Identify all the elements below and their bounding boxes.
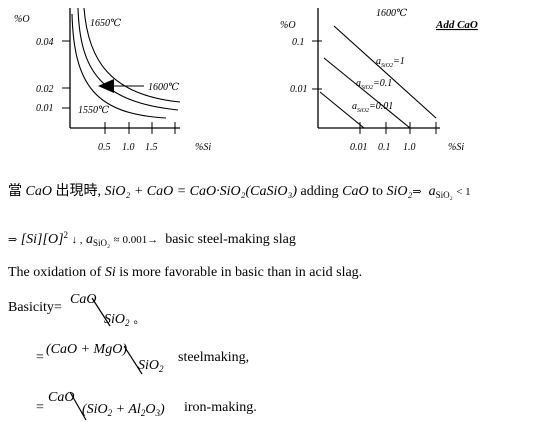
- curve-1650: [83, 7, 181, 103]
- line-asio2-01: [323, 57, 411, 129]
- right-oxygen-silicon-chart: %O 0.1 0.01 1600℃ Add CaO aSiO2=1 aSiO2=…: [280, 8, 478, 153]
- arrow-icon: [98, 79, 114, 93]
- steelmaking-denominator: SiO2: [138, 358, 164, 374]
- left-y-tick-001: 0.01: [36, 103, 54, 114]
- cao-reaction-line: 當 CaO 出現時, SiO₂ + CaO = CaO·SiO₂(CaSiO₃)…: [8, 184, 471, 200]
- right-x-axis-label: %Si: [448, 142, 464, 153]
- basicity-denominator: SiO2 。: [104, 312, 145, 328]
- basicity-label: Basicity=: [8, 300, 62, 315]
- label-a-001: aSiO2=0.01: [352, 101, 393, 114]
- left-x-tick-05: 0.5: [98, 142, 111, 153]
- ironmaking-numerator: CaO: [48, 390, 75, 405]
- steelmaking-fraction-slash: [123, 345, 143, 375]
- right-x-tick-001: 0.01: [350, 142, 368, 153]
- add-cao-title: Add CaO: [435, 19, 478, 31]
- right-x-tick-10: 1.0: [403, 142, 416, 153]
- left-x-axis-label: %Si: [195, 142, 211, 153]
- label-a-01: aSiO2=0.1: [356, 78, 392, 91]
- ironmaking-equals: =: [36, 400, 44, 415]
- basicity-fraction-slash: [91, 297, 111, 327]
- basicity-numerator: CaO: [70, 292, 97, 307]
- label-1550: 1550℃: [78, 105, 109, 116]
- right-x-tick-01: 0.1: [378, 142, 391, 153]
- curve-1550: [71, 13, 167, 119]
- left-x-tick-15: 1.5: [145, 142, 158, 153]
- left-y-tick-002: 0.02: [36, 84, 54, 95]
- curve-1600: [77, 7, 179, 111]
- steelmaking-equals: =: [36, 350, 44, 365]
- label-a-1: aSiO2=1: [376, 56, 405, 69]
- steelmaking-label: steelmaking,: [178, 350, 250, 365]
- steelmaking-numerator: (CaO + MgO): [46, 342, 127, 357]
- oxidation-sentence: The oxidation of Si is more favorable in…: [8, 265, 363, 280]
- basic-slag-line: ⇒ [Si][O]2 ↓ , aSiO₂ ≈ 0.001→ basic stee…: [8, 230, 296, 248]
- ironmaking-fraction-slash: [69, 391, 87, 421]
- line-asio2-001: [319, 91, 365, 129]
- label-1600: 1600℃: [148, 82, 179, 93]
- line-asio2-1: [333, 25, 437, 119]
- ironmaking-label: iron-making.: [184, 400, 257, 415]
- label-1650: 1650℃: [90, 18, 121, 29]
- left-y-axis-label: %O: [14, 14, 30, 25]
- right-y-tick-01: 0.1: [292, 37, 305, 48]
- temperature-label: 1600℃: [376, 8, 407, 19]
- ironmaking-denominator: (SiO2 + Al2O3): [82, 402, 165, 418]
- left-x-tick-10: 1.0: [122, 142, 135, 153]
- right-y-tick-001: 0.01: [290, 84, 308, 95]
- left-y-tick-004: 0.04: [36, 37, 54, 48]
- right-y-axis-label: %O: [280, 20, 296, 31]
- left-oxygen-silicon-chart: %O 0.04 0.02 0.01 1650℃ 1600℃ 1550℃ 0.5 …: [14, 7, 211, 153]
